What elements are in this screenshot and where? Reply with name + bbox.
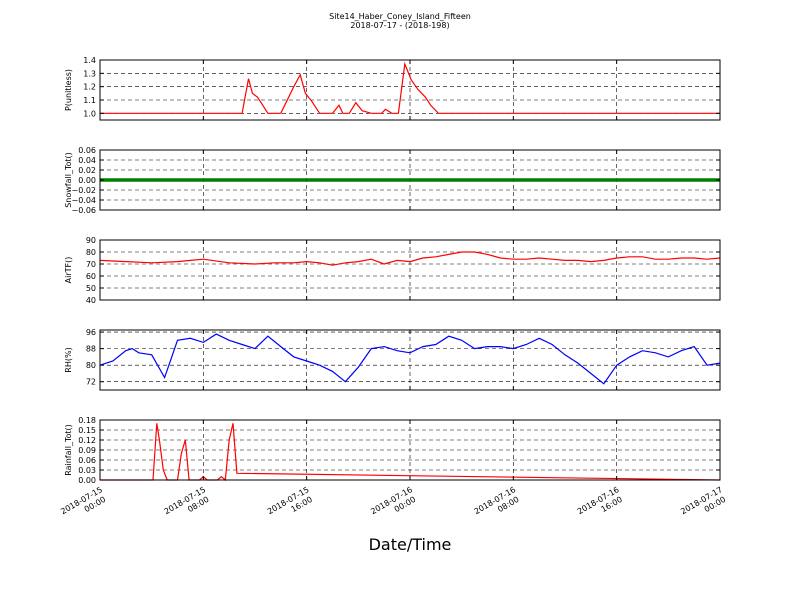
y-tick-label-1-1: −0.04: [71, 196, 96, 205]
y-tick-label-2-1: 50: [86, 284, 96, 293]
series-line-3: [99, 333, 721, 385]
y-tick-label-4-4: 0.12: [78, 436, 96, 445]
y-tick-label-4-5: 0.15: [78, 426, 96, 435]
grid-0: [99, 59, 721, 120]
y-tick-label-2-4: 80: [86, 248, 96, 257]
chart-title: Site14_Haber_Coney_Island_Fifteen: [329, 12, 471, 21]
y-tick-label-1-6: 0.06: [78, 146, 96, 155]
y-tick-label-1-5: 0.04: [78, 156, 96, 165]
y-tick-label-2-0: 40: [86, 296, 96, 305]
y-tick-label-0-4: 1.4: [83, 56, 96, 65]
y-axis-label-4: Rainfall_Tot(): [64, 424, 73, 476]
series-line-4: [100, 423, 721, 482]
y-tick-label-0-1: 1.1: [83, 96, 96, 105]
y-tick-label-4-2: 0.06: [78, 456, 96, 465]
y-tick-label-0-0: 1.0: [83, 109, 96, 118]
y-tick-label-2-2: 60: [86, 272, 96, 281]
y-tick-label-0-2: 1.2: [83, 83, 96, 92]
y-axis-label-3: RH(%): [64, 347, 73, 372]
y-tick-label-0-3: 1.3: [83, 69, 96, 78]
subplot-2: 40 50 60 70 80 90 AirTF(): [64, 236, 721, 305]
subplot-0: 1.0 1.1 1.2 1.3 1.4 P(unitless): [64, 56, 721, 121]
y-tick-label-3-1: 80: [86, 361, 96, 370]
y-tick-label-4-1: 0.03: [78, 466, 96, 475]
y-axis-label-2: AirTF(): [64, 257, 73, 284]
y-tick-label-1-2: −0.02: [71, 186, 96, 195]
subplot-3: 72 80 88 96 RH(%): [64, 328, 721, 391]
grid-2: [99, 239, 721, 301]
y-tick-label-1-4: 0.02: [78, 166, 96, 175]
chart-subtitle: 2018-07-17 - (2018-198): [350, 21, 449, 30]
x-axis-label: Date/Time: [369, 535, 452, 554]
y-tick-label-2-5: 90: [86, 236, 96, 245]
y-axis-label-1: Snowfall_Tot(): [64, 152, 73, 208]
y-tick-label-3-3: 96: [86, 328, 96, 337]
y-tick-label-1-3: 0.00: [78, 176, 96, 185]
y-tick-label-4-6: 0.18: [78, 416, 96, 425]
grid-4: [99, 419, 721, 481]
y-tick-label-3-0: 72: [86, 378, 96, 387]
y-tick-label-3-2: 88: [86, 345, 96, 354]
series-line-0: [100, 61, 720, 114]
subplot-panels: 1.0 1.1 1.2 1.3 1.4 P(unitless) −0.06−0.04−0.0…: [64, 56, 721, 485]
series-line-2: [99, 251, 721, 266]
y-axis-label-0: P(unitless): [64, 69, 73, 111]
y-tick-label-2-3: 70: [86, 260, 96, 269]
subplot-1: −0.06−0.04−0.020.000.020.040.06 Snowfall_…: [64, 146, 721, 215]
subplot-4: 0.000.030.060.090.120.150.18 Rainfall_Tot…: [64, 416, 721, 485]
y-tick-label-4-0: 0.00: [78, 476, 96, 485]
y-tick-label-1-0: −0.06: [71, 206, 96, 215]
y-tick-label-4-3: 0.09: [78, 446, 96, 455]
